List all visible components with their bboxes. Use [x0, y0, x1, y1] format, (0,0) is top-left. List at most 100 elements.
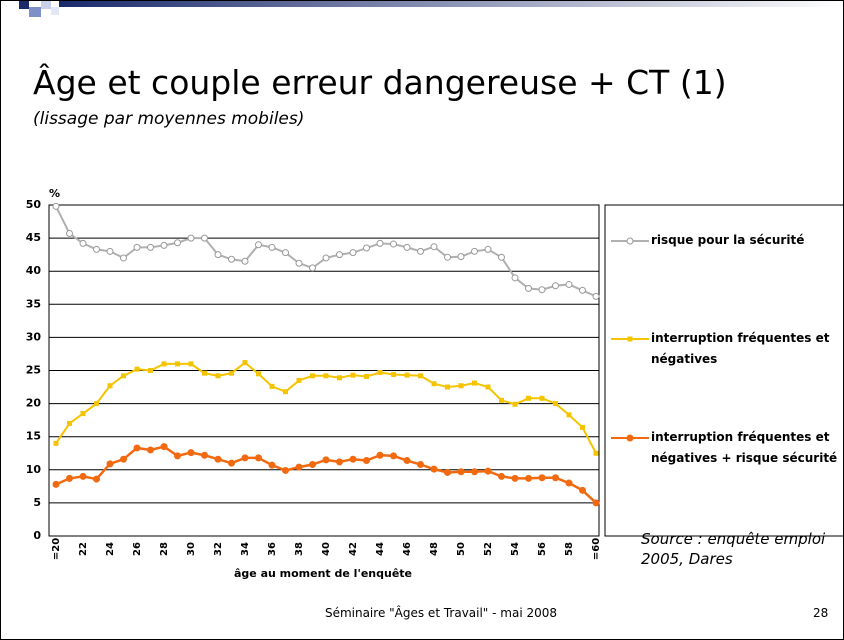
- point: [268, 461, 276, 469]
- point: [188, 361, 194, 367]
- x-tick-label: 58: [564, 542, 575, 556]
- point: [295, 259, 303, 267]
- x-tick-label: 26: [132, 542, 143, 556]
- point: [511, 474, 519, 482]
- point: [174, 452, 181, 460]
- y-tick-label: 40: [26, 264, 42, 277]
- point: [511, 274, 519, 282]
- x-tick-label: 24: [105, 542, 116, 556]
- point: [580, 424, 585, 430]
- point: [53, 440, 59, 446]
- point: [403, 243, 411, 251]
- point: [458, 383, 464, 389]
- point: [160, 443, 168, 451]
- point: [309, 264, 316, 272]
- point: [201, 451, 208, 459]
- x-tick-label: 36: [267, 542, 278, 556]
- point: [444, 468, 451, 476]
- x-tick-label: 50: [456, 542, 467, 556]
- point: [444, 253, 451, 261]
- point: [323, 373, 329, 379]
- deco-square: [41, 1, 51, 9]
- point: [390, 452, 397, 460]
- point: [241, 257, 249, 265]
- deco-square: [29, 7, 41, 17]
- legend-marker: [626, 434, 634, 442]
- point: [417, 461, 424, 469]
- deco-square: [51, 7, 59, 15]
- point: [93, 475, 100, 483]
- page-number: 28: [813, 606, 829, 620]
- point: [52, 480, 60, 488]
- x-tick-label: 52: [483, 542, 494, 556]
- point: [377, 369, 383, 375]
- point: [187, 234, 195, 242]
- point: [241, 454, 249, 462]
- y-tick-label: 20: [26, 397, 42, 410]
- point: [553, 401, 558, 407]
- legend-marker: [627, 336, 633, 342]
- x-tick-label: =20: [51, 538, 62, 560]
- point: [268, 243, 276, 251]
- point: [133, 243, 141, 251]
- point: [174, 239, 181, 247]
- point: [255, 241, 262, 249]
- point: [565, 479, 573, 487]
- point: [445, 384, 450, 390]
- point: [363, 457, 370, 465]
- point: [106, 247, 114, 255]
- point: [214, 455, 222, 463]
- legend-label: interruption fréquentes et négatives + r…: [651, 430, 838, 465]
- point: [430, 465, 438, 473]
- point: [201, 234, 208, 242]
- y-tick-label: 5: [33, 496, 41, 509]
- footer: Séminaire "Âges et Travail" - mai 2008: [324, 606, 558, 620]
- point: [376, 451, 384, 459]
- point: [309, 461, 316, 469]
- y-axis-label: %: [49, 187, 60, 200]
- point: [485, 384, 491, 390]
- point: [133, 444, 141, 452]
- point: [498, 472, 505, 480]
- point: [161, 361, 167, 367]
- point: [256, 371, 261, 377]
- point: [336, 251, 343, 259]
- x-tick-label: 34: [240, 542, 251, 556]
- point: [498, 253, 505, 261]
- point: [255, 454, 262, 462]
- point: [295, 463, 303, 471]
- point: [79, 239, 87, 247]
- legend-label: risque pour la sécurité: [651, 233, 805, 247]
- point: [525, 474, 532, 482]
- point: [134, 366, 140, 372]
- point: [404, 372, 410, 378]
- y-tick-label: 50: [26, 198, 42, 211]
- point: [472, 380, 477, 386]
- point: [94, 401, 99, 407]
- point: [403, 457, 411, 465]
- header-gradient: [59, 1, 843, 7]
- point: [269, 383, 275, 389]
- point: [592, 292, 600, 300]
- point: [552, 282, 559, 290]
- point: [322, 254, 330, 262]
- point: [512, 401, 518, 407]
- point: [525, 284, 532, 292]
- point: [148, 368, 153, 373]
- point: [80, 411, 86, 417]
- point: [417, 247, 424, 255]
- point: [296, 377, 302, 383]
- x-tick-label: 44: [375, 542, 386, 556]
- point: [107, 383, 113, 389]
- point: [350, 372, 356, 378]
- point: [282, 249, 289, 257]
- x-tick-label: 22: [78, 542, 89, 556]
- point: [376, 239, 384, 247]
- point: [228, 459, 235, 467]
- point: [147, 446, 154, 454]
- y-tick-label: 45: [26, 231, 41, 244]
- point: [147, 243, 154, 251]
- point: [593, 450, 599, 456]
